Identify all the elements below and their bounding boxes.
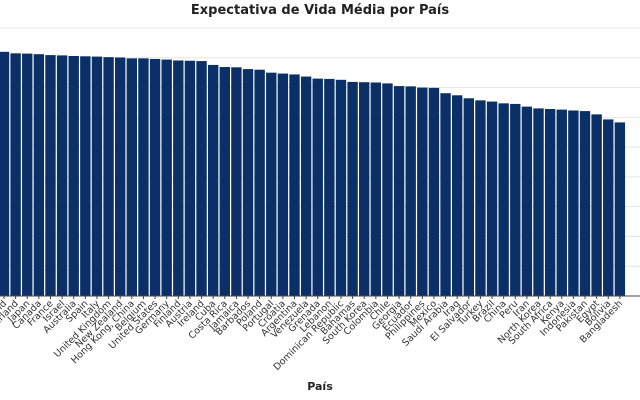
bar[interactable] (91, 56, 103, 297)
bar[interactable] (33, 54, 45, 297)
bar[interactable] (568, 110, 579, 296)
bar[interactable] (207, 64, 219, 296)
bar[interactable] (0, 51, 10, 296)
bar[interactable] (80, 56, 91, 296)
bar[interactable] (544, 109, 556, 296)
bar[interactable] (359, 82, 370, 296)
bar[interactable] (521, 106, 533, 296)
bar[interactable] (312, 78, 323, 297)
bar[interactable] (579, 111, 591, 296)
bar[interactable] (56, 55, 68, 297)
bar[interactable] (103, 57, 114, 297)
bar[interactable] (451, 95, 463, 296)
bar[interactable] (347, 81, 358, 297)
bar[interactable] (498, 103, 509, 296)
bar[interactable] (428, 87, 440, 296)
bar[interactable] (486, 101, 498, 296)
bar[interactable] (45, 55, 56, 296)
bar[interactable] (405, 86, 416, 296)
bar[interactable] (231, 67, 242, 296)
bar[interactable] (300, 76, 312, 296)
bar[interactable] (603, 119, 614, 296)
bar[interactable] (533, 108, 544, 297)
bar[interactable] (335, 79, 347, 296)
bars (0, 51, 626, 297)
x-tick-labels: IcelandSwitzerlandJapanCanadaFranceIsrae… (0, 295, 640, 373)
bar[interactable] (370, 82, 382, 297)
bar[interactable] (614, 122, 626, 297)
bar[interactable] (266, 72, 277, 296)
bar[interactable] (219, 67, 230, 296)
bar[interactable] (382, 83, 393, 296)
bar[interactable] (510, 103, 521, 297)
x-axis-title: País (307, 380, 333, 393)
bar[interactable] (173, 60, 184, 297)
bar[interactable] (463, 98, 474, 296)
bar[interactable] (10, 53, 21, 297)
chart-title: Expectativa de Vida Média por País (190, 3, 450, 18)
bar[interactable] (184, 60, 196, 297)
bar[interactable] (115, 57, 126, 297)
bar[interactable] (138, 58, 149, 297)
bar[interactable] (254, 69, 265, 296)
bar[interactable] (277, 73, 289, 296)
bar[interactable] (417, 87, 428, 296)
bar[interactable] (22, 53, 33, 296)
bar[interactable] (289, 74, 300, 296)
bar[interactable] (475, 100, 486, 296)
bar[interactable] (556, 109, 567, 296)
bar[interactable] (149, 58, 161, 296)
bar[interactable] (440, 93, 451, 297)
bar[interactable] (196, 61, 207, 296)
bar[interactable] (393, 86, 405, 296)
bar[interactable] (161, 59, 172, 297)
bar[interactable] (591, 114, 602, 296)
bar[interactable] (126, 58, 138, 297)
bar[interactable] (68, 55, 79, 296)
bar[interactable] (242, 69, 254, 296)
bar[interactable] (324, 78, 335, 296)
